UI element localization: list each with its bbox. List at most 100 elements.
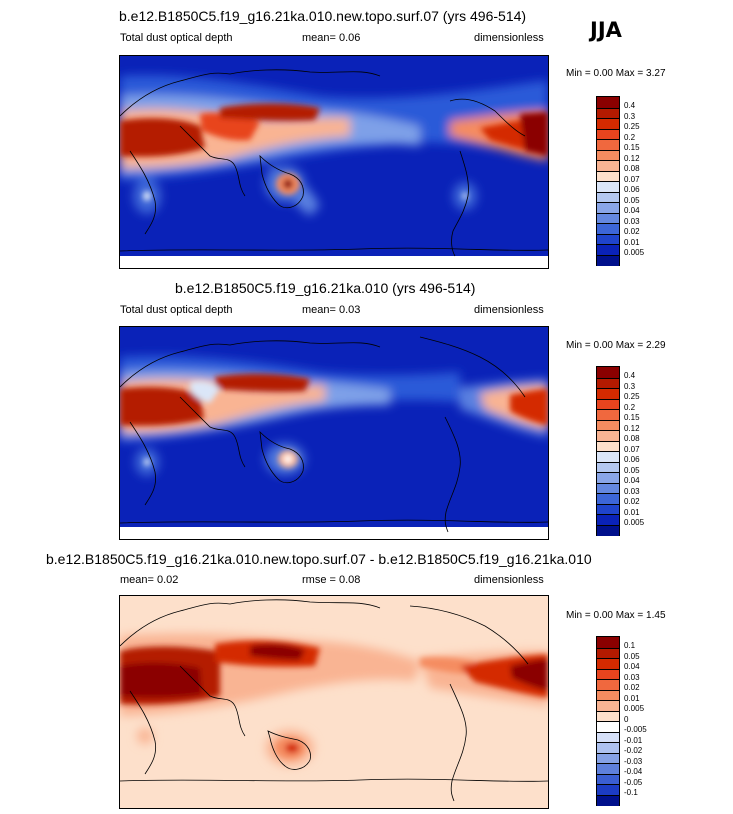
panel2-swatch [597, 419, 619, 431]
panel2-swatch [597, 377, 619, 389]
panel1-swatch [597, 212, 619, 224]
panel1-swatch [597, 254, 619, 266]
panel2-cbar-label: 0.07 [624, 444, 640, 454]
panel3-swatch [597, 763, 619, 775]
panel1-cbar-label: 0.03 [624, 216, 640, 226]
panel1-variable: Total dust optical depth [120, 32, 233, 44]
panel3-cbar-label: -0.05 [624, 777, 643, 787]
panel1-swatch [597, 149, 619, 161]
panel2-swatch [597, 493, 619, 505]
panel1-swatch [597, 97, 619, 108]
panel3-cbar-label: -0.04 [624, 767, 643, 776]
panel3-cbar-label: -0.01 [624, 735, 643, 745]
panel3-swatch [597, 679, 619, 691]
panel2-cbar-label: 0.3 [624, 381, 636, 391]
panel3-minmax: Min = 0.00 Max = 1.45 [566, 610, 666, 621]
panel2-swatch [597, 367, 619, 378]
panel3-title: b.e12.B1850C5.f19_g16.21ka.010.new.topo.… [46, 551, 592, 567]
panel1-swatch [597, 202, 619, 214]
panel3-swatch [597, 637, 619, 648]
panel2-cbar-label: 0.05 [624, 465, 640, 475]
panel1-swatch [597, 181, 619, 193]
panel2-title: b.e12.B1850C5.f19_g16.21ka.010 (yrs 496-… [175, 280, 476, 296]
panel3-cbar-label: -0.1 [624, 788, 638, 797]
panel2-colorbar [596, 366, 620, 536]
panel1-mean: mean= 0.06 [302, 32, 361, 44]
panel1-swatch [597, 191, 619, 203]
panel1-title: b.e12.B1850C5.f19_g16.21ka.010.new.topo.… [119, 8, 527, 24]
panel1-cbar-label: 0.2 [624, 132, 636, 142]
panel3-swatch [597, 742, 619, 754]
panel1-swatch [597, 128, 619, 140]
panel1-cbar-label: 0.04 [624, 206, 640, 215]
panel3-swatch [597, 689, 619, 701]
panel3-colorbar [596, 636, 620, 806]
panel3-swatch [597, 710, 619, 722]
panel1-field [120, 56, 548, 268]
panel3-units: dimensionless [474, 574, 544, 586]
panel3-swatch [597, 658, 619, 670]
panel2-cbar-label: 0.4 [624, 371, 636, 380]
panel1-cbar-label: 0.3 [624, 111, 636, 121]
panel2-swatch [597, 398, 619, 410]
panel1-map [119, 55, 549, 269]
panel3-mean: mean= 0.02 [120, 574, 179, 586]
panel2-minmax: Min = 0.00 Max = 2.29 [566, 340, 666, 351]
panel1-swatch [597, 233, 619, 245]
panel1-cbar-label: 0.05 [624, 195, 640, 205]
season-label: JJA [590, 18, 622, 42]
panel1-cbar-label: 0.12 [624, 153, 640, 163]
panel2-field [120, 327, 548, 539]
panel2-swatch [597, 524, 619, 536]
panel2-swatch [597, 388, 619, 400]
panel2-swatch [597, 440, 619, 452]
panel2-mean: mean= 0.03 [302, 304, 361, 316]
panel1-cbar-label: 0.01 [624, 237, 640, 247]
panel2-variable: Total dust optical depth [120, 304, 233, 316]
panel2-swatch [597, 503, 619, 515]
panel2-swatch [597, 514, 619, 526]
panel1-swatch [597, 160, 619, 172]
panel3-field [120, 596, 548, 808]
panel3-swatch [597, 784, 619, 796]
panel2-swatch [597, 461, 619, 473]
panel2-cbar-label: 0.15 [624, 413, 640, 422]
panel1-swatch [597, 139, 619, 151]
panel1-units: dimensionless [474, 32, 544, 44]
panel3-swatch [597, 794, 619, 806]
panel2-cbar-label: 0.03 [624, 486, 640, 496]
panel3-cbar-label: 0.05 [624, 651, 640, 661]
panel3-cbar-label: 0.02 [624, 683, 640, 692]
panel2-swatch [597, 482, 619, 494]
panel3-cbar-label: -0.005 [624, 725, 647, 734]
panel1-cbar-label: 0.005 [624, 248, 645, 257]
panel1-swatch [597, 107, 619, 119]
panel3-swatch [597, 668, 619, 680]
panel2-cbar-label: 0.2 [624, 402, 636, 412]
panel3-cbar-label: 0.04 [624, 662, 640, 671]
panel2-cbar-label: 0.12 [624, 423, 640, 433]
panel2-cbar-label: 0.08 [624, 434, 640, 443]
panel2-cbar-label: 0.005 [624, 518, 645, 527]
panel3-swatch [597, 721, 619, 733]
panel3-swatch [597, 752, 619, 764]
panel3-cbar-label: -0.02 [624, 746, 643, 755]
panel1-swatch [597, 223, 619, 235]
panel2-cbar-label: 0.25 [624, 392, 640, 401]
panel2-swatch [597, 472, 619, 484]
panel3-swatch [597, 773, 619, 785]
panel1-swatch [597, 244, 619, 256]
panel3-swatch [597, 700, 619, 712]
panel1-colorbar [596, 96, 620, 266]
panel1-cbar-label: 0.15 [624, 143, 640, 152]
panel1-cbar-label: 0.07 [624, 174, 640, 184]
panel2-swatch [597, 430, 619, 442]
panel2-units: dimensionless [474, 304, 544, 316]
panel3-cbar-label: 0.01 [624, 693, 640, 703]
panel2-swatch [597, 451, 619, 463]
panel1-cbar-label: 0.08 [624, 164, 640, 173]
panel1-cbar-label: 0.25 [624, 122, 640, 131]
panel3-rmse: rmse = 0.08 [302, 574, 361, 586]
panel1-swatch [597, 118, 619, 130]
panel3-swatch [597, 647, 619, 659]
